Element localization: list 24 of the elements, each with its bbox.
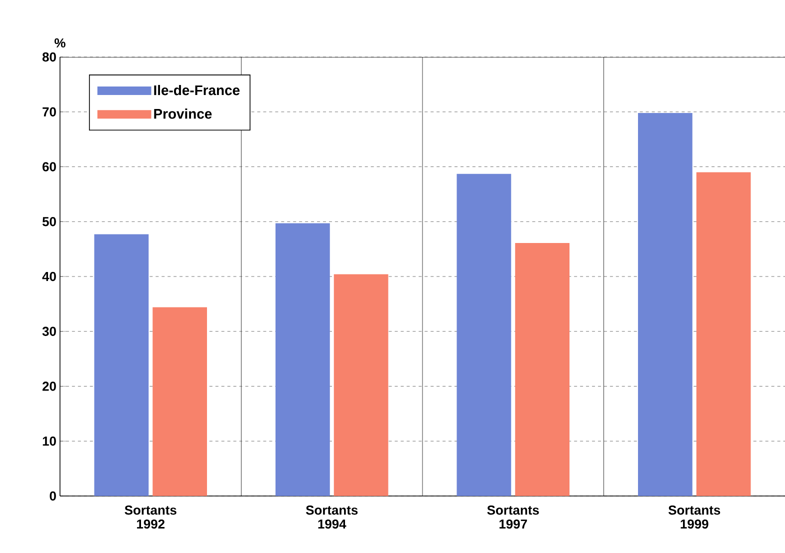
- x-tick-label: Sortants 1997: [487, 506, 539, 529]
- y-axis-title: %: [54, 38, 66, 48]
- y-tick-label: 60: [42, 162, 56, 172]
- y-tick-label: 70: [42, 107, 56, 116]
- bar: [515, 243, 570, 496]
- x-tick-label: Sortants 1992: [124, 506, 176, 529]
- y-tick-label: 20: [42, 382, 56, 391]
- bar: [276, 223, 330, 496]
- legend-label: Ile-de-France: [154, 84, 240, 96]
- bar: [638, 112, 692, 496]
- y-tick-label: 80: [42, 52, 56, 62]
- bar: [696, 172, 751, 496]
- y-tick-label: 10: [42, 436, 56, 446]
- y-tick-label: 30: [42, 326, 56, 336]
- bar: [94, 234, 149, 496]
- bar: [456, 174, 512, 496]
- y-tick-label: 0: [50, 491, 56, 501]
- bar: [334, 274, 388, 496]
- x-tick-label: Sortants 1999: [668, 506, 720, 529]
- y-tick-label: 40: [42, 272, 56, 282]
- bar: [152, 307, 207, 496]
- y-tick-label: 50: [42, 217, 56, 226]
- x-tick-label: Sortants 1994: [306, 506, 358, 529]
- legend-label: Province: [154, 108, 212, 119]
